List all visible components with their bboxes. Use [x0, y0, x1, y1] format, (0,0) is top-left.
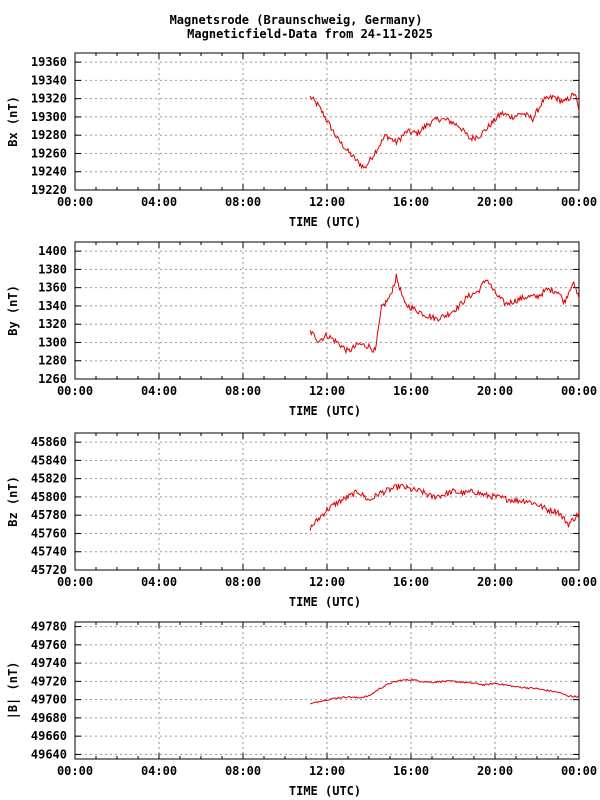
x-tick-label: 20:00 [477, 764, 513, 778]
y-axis-label: Bz (nT) [6, 476, 20, 527]
x-tick-label: 00:00 [561, 195, 597, 209]
x-tick-label: 00:00 [561, 575, 597, 589]
plot-frame [74, 52, 580, 191]
y-tick-label: 19220 [31, 183, 67, 197]
y-tick-label: 45840 [31, 453, 67, 467]
panel-4: 00:00 04:00 08:00 12:00 16:00 20:00 00:00 49640… [6, 620, 597, 798]
y-tick-label: 45720 [31, 563, 67, 577]
y-tick-label: 49760 [31, 638, 67, 652]
y-axis-label: Bx (nT) [6, 96, 20, 147]
y-tick-label: 1360 [38, 281, 67, 295]
y-axis-label: |B| (nT) [6, 662, 20, 720]
x-tick-label: 08:00 [225, 195, 261, 209]
x-tick-label: 08:00 [225, 764, 261, 778]
x-axis-label: TIME (UTC) [289, 404, 361, 418]
x-tick-label: 16:00 [393, 575, 429, 589]
y-axis-label: By (nT) [6, 285, 20, 336]
y-tick-label: 1320 [38, 317, 67, 331]
y-tick-label: 49700 [31, 693, 67, 707]
y-tick-label: 19320 [31, 92, 67, 106]
series-line-Bz [309, 483, 580, 531]
x-tick-label: 08:00 [225, 384, 261, 398]
y-tick-label: 1340 [38, 299, 67, 313]
plot-frame [74, 241, 580, 380]
panel-1: 00:00 04:00 08:00 12:00 16:00 20:00 00:0019220… [6, 52, 597, 229]
series-line-|B| [309, 678, 580, 705]
y-tick-label: 19300 [31, 110, 67, 124]
x-tick-label: 04:00 [141, 575, 177, 589]
x-tick-label: 08:00 [225, 575, 261, 589]
y-tick-label: 45740 [31, 545, 67, 559]
x-tick-label: 16:00 [393, 764, 429, 778]
plot-frame [74, 621, 580, 760]
x-axis-label: TIME (UTC) [289, 215, 361, 229]
panel-2: 00:00 04:00 08:00 12:00 16:00 20:00 00:0012601… [6, 241, 597, 418]
chart-panels: 00:00 04:00 08:00 12:00 16:00 20:00 00:0019220… [6, 52, 597, 798]
x-tick-label: 12:00 [309, 575, 345, 589]
y-tick-label: 45820 [31, 472, 67, 486]
x-tick-label: 12:00 [309, 384, 345, 398]
y-tick-label: 19240 [31, 165, 67, 179]
y-tick-label: 19340 [31, 73, 67, 87]
x-tick-label: 04:00 [141, 195, 177, 209]
x-tick-label: 20:00 [477, 575, 513, 589]
panel-3: 00:00 04:00 08:00 12:00 16:00 20:00 00:0045720… [6, 432, 597, 609]
x-tick-label: 00:00 [57, 195, 93, 209]
x-axis-label: TIME (UTC) [289, 784, 361, 798]
y-tick-label: 49680 [31, 711, 67, 725]
y-tick-label: 1280 [38, 354, 67, 368]
x-tick-label: 00:00 [57, 764, 93, 778]
x-tick-label: 00:00 [561, 764, 597, 778]
y-tick-label: 45780 [31, 508, 67, 522]
x-tick-label: 16:00 [393, 384, 429, 398]
x-tick-label: 00:00 [561, 384, 597, 398]
x-tick-label: 20:00 [477, 195, 513, 209]
x-tick-label: 04:00 [141, 384, 177, 398]
chart-title-line1: Magnetsrode (Braunschweig, Germany) [170, 13, 423, 27]
y-tick-label: 1260 [38, 372, 67, 386]
x-tick-label: 20:00 [477, 384, 513, 398]
series-line-Bx [309, 92, 580, 170]
chart-title-line2: Magneticfield-Data from 24-11-2025 [187, 27, 433, 41]
x-tick-label: 12:00 [309, 195, 345, 209]
y-tick-label: 49740 [31, 656, 67, 670]
x-axis-label: TIME (UTC) [289, 595, 361, 609]
y-tick-label: 45800 [31, 490, 67, 504]
x-tick-label: 04:00 [141, 764, 177, 778]
y-tick-label: 49640 [31, 747, 67, 761]
y-tick-label: 1300 [38, 335, 67, 349]
y-tick-label: 19260 [31, 146, 67, 160]
y-tick-label: 49660 [31, 729, 67, 743]
x-tick-label: 16:00 [393, 195, 429, 209]
y-tick-label: 19360 [31, 55, 67, 69]
x-tick-label: 00:00 [57, 384, 93, 398]
y-tick-label: 1400 [38, 244, 67, 258]
y-tick-label: 49720 [31, 674, 67, 688]
plot-frame [74, 432, 580, 571]
y-tick-label: 19280 [31, 128, 67, 142]
x-tick-label: 12:00 [309, 764, 345, 778]
y-tick-label: 49780 [31, 620, 67, 634]
y-tick-label: 45860 [31, 435, 67, 449]
y-tick-label: 45760 [31, 526, 67, 540]
series-line-By [309, 273, 580, 355]
x-tick-label: 00:00 [57, 575, 93, 589]
y-tick-label: 1380 [38, 262, 67, 276]
